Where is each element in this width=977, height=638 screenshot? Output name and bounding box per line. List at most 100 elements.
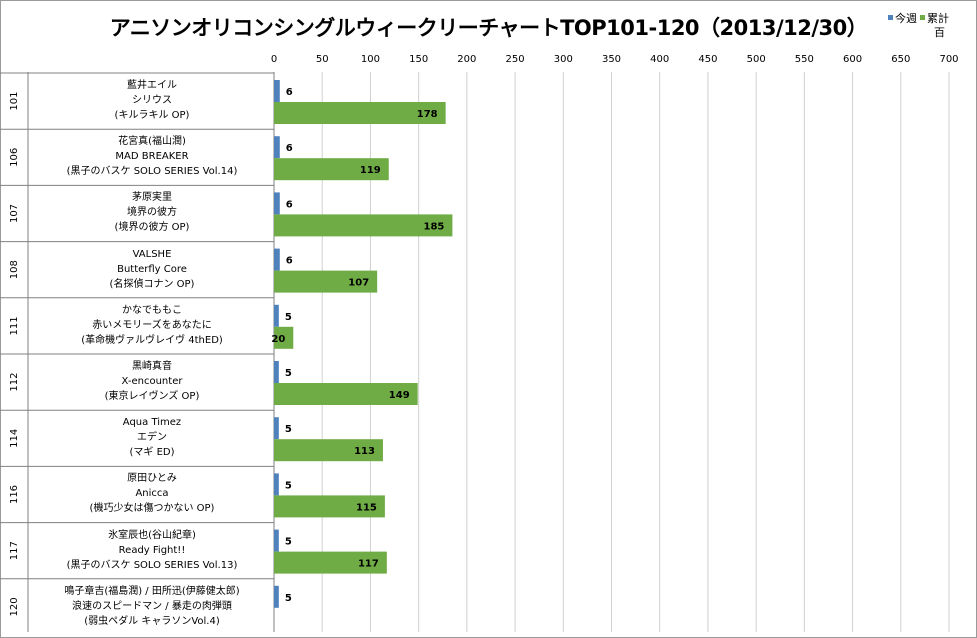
- category-song: エデン: [137, 432, 167, 444]
- weekly-bar: [274, 80, 280, 102]
- category-tieup: (機巧少女は傷つかない OP): [89, 503, 215, 515]
- category-artist: 原田ひとみ: [127, 473, 177, 485]
- category-label: 藍井エイルシリウス (キルラキル OP): [30, 78, 274, 123]
- category-label: VALSHE Butterfly Core (名探偵コナン OP): [30, 247, 274, 292]
- x-tick-label: 250: [506, 54, 525, 65]
- x-tick-label: 200: [457, 54, 476, 65]
- category-song: MAD BREAKER: [115, 151, 189, 163]
- total-bar: [274, 495, 385, 518]
- total-value-label: 117: [358, 559, 379, 570]
- x-tick-label: 550: [795, 54, 814, 65]
- category-song: Butterfly Core: [117, 263, 187, 275]
- weekly-value-label: 5: [285, 537, 292, 548]
- category-artist: かなでももこ: [122, 304, 182, 316]
- category-tieup: (黒子のバスケ SOLO SERIES Vol.14): [66, 166, 238, 178]
- category-artist: 藍井エイル: [127, 80, 177, 91]
- total-bar: [274, 102, 446, 124]
- legend-swatch-total: [920, 15, 925, 20]
- x-tick-label: 400: [650, 54, 669, 65]
- category-tieup: (境界の彼方 OP): [114, 222, 190, 234]
- category-artist: 氷室辰也(谷山紀章): [108, 529, 196, 541]
- category-tieup: (革命機ヴァルヴレイヴ 4thED): [81, 334, 223, 346]
- total-bar: [274, 214, 453, 237]
- category-artist: 花宮真(福山潤): [118, 136, 186, 148]
- total-bar: [274, 551, 387, 574]
- category-artist: Aqua Timez: [122, 417, 182, 429]
- category-tieup: (東京レイヴンズ OP): [104, 391, 200, 402]
- weekly-bar: [274, 473, 279, 496]
- weekly-bar: [274, 136, 280, 159]
- rank-label: 117: [9, 541, 20, 560]
- weekly-bar: [274, 529, 279, 552]
- total-value-label: 185: [424, 221, 445, 232]
- category-song: 浪速のスピードマン / 暴走の肉弾頭: [72, 600, 232, 612]
- category-tieup: (キルラキル OP): [114, 110, 190, 121]
- weekly-bar: [274, 361, 279, 383]
- weekly-bar: [274, 417, 279, 440]
- total-value-label: 107: [348, 278, 369, 289]
- rank-label: 120: [9, 597, 20, 616]
- category-label: 茅原実里 境界の彼方 (境界の彼方 OP): [30, 190, 274, 235]
- weekly-value-label: 6: [286, 143, 293, 154]
- category-tieup: (名探偵コナン OP): [109, 278, 195, 290]
- weekly-value-label: 5: [285, 593, 292, 604]
- category-label: かなでももこ赤いメモリーズをあなたに (革命機ヴァルヴレイヴ 4thED): [30, 303, 274, 348]
- category-song: 赤いメモリーズをあなたに: [92, 319, 212, 331]
- category-tieup: (弱虫ペダル キャラソンVol.4): [84, 615, 220, 627]
- category-song: シリウス: [132, 95, 172, 106]
- legend-unit: 百: [934, 26, 945, 39]
- total-bar: [274, 439, 383, 462]
- rank-label: 106: [9, 148, 20, 167]
- category-label: 氷室辰也(谷山紀章) Ready Fight!! (黒子のバスケ SOLO SERI…: [30, 528, 274, 573]
- total-value-label: 20: [271, 334, 285, 345]
- total-bar: [274, 326, 294, 349]
- legend-item-weekly: 今週: [888, 12, 917, 26]
- x-tick-label: 0: [271, 54, 277, 65]
- x-tick-label: 650: [891, 54, 910, 65]
- rank-label: 114: [9, 429, 20, 448]
- legend: 今週 累計 百: [888, 12, 952, 40]
- x-tick-label: 350: [602, 54, 621, 65]
- weekly-value-label: 5: [285, 312, 292, 323]
- weekly-value-label: 6: [286, 256, 293, 267]
- chart-title: アニソンオリコンシングルウィークリーチャートTOP101-120（2013/12…: [109, 16, 868, 40]
- total-value-label: 115: [356, 502, 377, 513]
- x-tick-label: 700: [939, 54, 958, 65]
- total-bar: [274, 270, 378, 293]
- category-song: 境界の彼方: [127, 207, 177, 219]
- rank-label: 112: [9, 373, 20, 392]
- weekly-value-label: 6: [286, 87, 293, 98]
- total-value-label: 119: [360, 165, 381, 176]
- category-artist: 黒崎真音: [132, 361, 172, 372]
- rank-label: 111: [9, 316, 20, 335]
- total-value-label: 178: [417, 109, 438, 120]
- weekly-bar: [274, 192, 280, 215]
- x-tick-label: 300: [554, 54, 573, 65]
- x-tick-label: 50: [316, 54, 329, 65]
- total-bar: [274, 383, 418, 405]
- category-song: X-encounter: [121, 376, 183, 387]
- category-label: 鳴子章吉(福島潤) / 田所迅(伊藤健太郎) 浪速のスピードマン / 暴走の肉弾頭…: [30, 584, 274, 629]
- category-artist: VALSHE: [132, 248, 172, 260]
- weekly-value-label: 5: [285, 424, 292, 435]
- weekly-value-label: 6: [286, 199, 293, 210]
- category-tieup: (黒子のバスケ SOLO SERIES Vol.13): [66, 559, 238, 571]
- legend-label-total: 累計: [927, 12, 949, 25]
- legend-label-weekly: 今週: [895, 12, 917, 25]
- x-tick-label: 450: [698, 54, 717, 65]
- category-label: Aqua Timez エデン (マギ ED): [30, 415, 274, 460]
- category-artist: 鳴子章吉(福島潤) / 田所迅(伊藤健太郎): [64, 585, 240, 597]
- rank-label: 101: [9, 92, 20, 111]
- category-song: Ready Fight!!: [118, 544, 186, 556]
- total-value-label: 113: [354, 446, 375, 457]
- total-value-label: 149: [389, 390, 410, 401]
- weekly-bar: [274, 248, 280, 271]
- x-tick-label: 100: [361, 54, 380, 65]
- x-tick-label: 500: [747, 54, 766, 65]
- category-label: 黒崎真音 X-encounter (東京レイヴンズ OP): [30, 359, 274, 404]
- category-label: 原田ひとみ Anicca (機巧少女は傷つかない OP): [30, 471, 274, 516]
- weekly-bar: [274, 304, 279, 327]
- category-song: Anicca: [135, 488, 169, 500]
- category-label: 花宮真(福山潤) MAD BREAKER (黒子のバスケ SOLO SERIES V…: [30, 134, 274, 179]
